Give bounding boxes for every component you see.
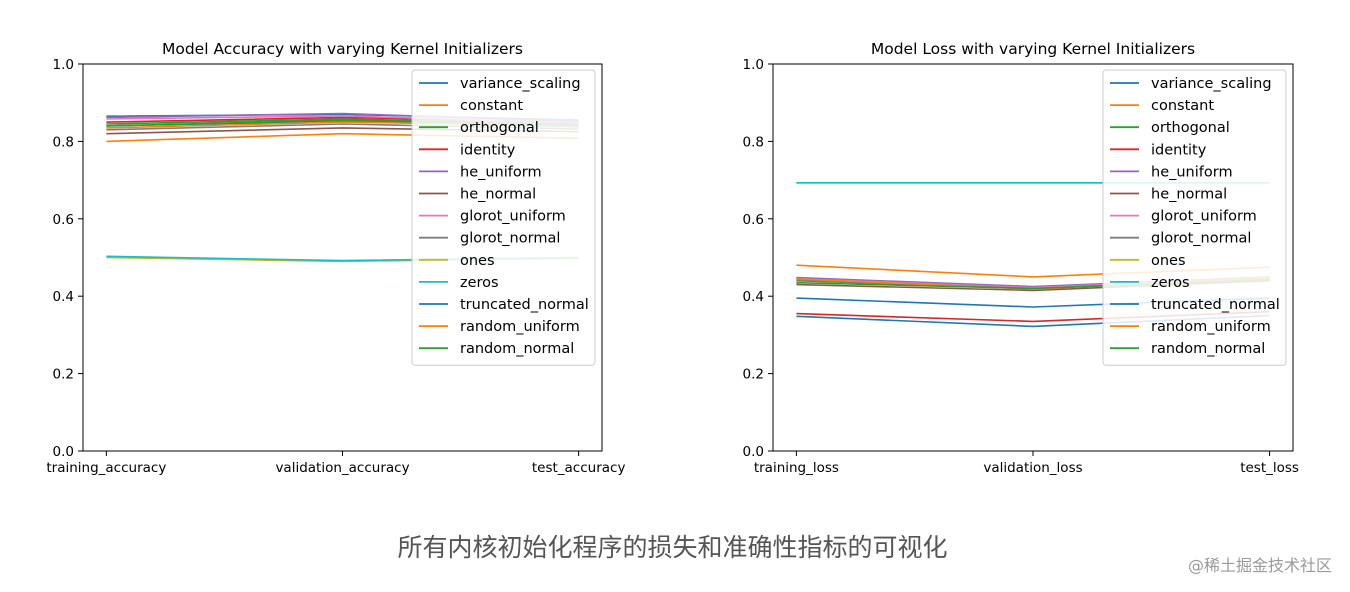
- plot-area-frame: [82, 63, 603, 452]
- legend-label: constant: [1151, 98, 1214, 114]
- y-tick-label: 0.8: [743, 134, 764, 150]
- legend-label: glorot_normal: [1151, 231, 1251, 247]
- legend-label: glorot_uniform: [1151, 209, 1257, 225]
- legend-label: identity: [460, 142, 516, 158]
- legend-label: truncated_normal: [460, 297, 589, 313]
- legend: variance_scaling constant orthogonal identi…: [1102, 69, 1287, 366]
- y-tick-label: 0.6: [743, 212, 764, 228]
- y-tick-label: 0.2: [53, 367, 74, 383]
- legend-label: glorot_uniform: [460, 209, 566, 225]
- y-tick-label: 0.2: [743, 367, 764, 383]
- y-tick-label: 0.0: [743, 444, 764, 460]
- charts-figure: Model Accuracy with varying Kernel Initi…: [46, 40, 1299, 476]
- legend-label: orthogonal: [1151, 120, 1230, 136]
- x-tick-label: test_accuracy: [532, 460, 626, 476]
- legend-label: variance_scaling: [460, 76, 581, 92]
- watermark: @稀土掘金技术社区: [1187, 556, 1332, 575]
- legend-box: [1102, 69, 1287, 366]
- legend-label: he_normal: [1151, 187, 1227, 203]
- legend-label: he_uniform: [460, 164, 542, 180]
- legend-label: variance_scaling: [1151, 76, 1272, 92]
- chart-2: Model Loss with varying Kernel Initializ…: [743, 40, 1299, 476]
- legend-label: he_normal: [460, 187, 536, 203]
- x-tick-label: validation_accuracy: [275, 460, 409, 476]
- y-tick-label: 0.4: [743, 289, 764, 305]
- legend-label: glorot_normal: [460, 231, 560, 247]
- y-tick-label: 0.6: [53, 212, 74, 228]
- legend-label: identity: [1151, 142, 1207, 158]
- y-tick-label: 1.0: [743, 57, 764, 73]
- legend-label: zeros: [1151, 275, 1190, 291]
- x-tick-label: training_accuracy: [46, 460, 166, 476]
- legend-label: orthogonal: [460, 120, 539, 136]
- legend-label: ones: [1151, 253, 1186, 269]
- legend-label: random_uniform: [1151, 319, 1271, 335]
- y-tick-label: 1.0: [53, 57, 74, 73]
- legend: variance_scaling constant orthogonal identi…: [411, 69, 596, 366]
- x-tick-label: validation_loss: [983, 460, 1082, 476]
- chart-1: Model Accuracy with varying Kernel Initi…: [46, 40, 625, 476]
- legend-label: random_normal: [1151, 341, 1265, 357]
- plot-area-frame: [772, 63, 1294, 452]
- figure-caption: 所有内核初始化程序的损失和准确性指标的可视化: [397, 533, 948, 562]
- y-tick-label: 0.4: [53, 289, 74, 305]
- y-tick-label: 0.0: [53, 444, 74, 460]
- x-tick-label: test_loss: [1240, 460, 1299, 476]
- chart-title: Model Loss with varying Kernel Initializ…: [871, 40, 1195, 58]
- legend-label: truncated_normal: [1151, 297, 1280, 313]
- legend-box: [411, 69, 596, 366]
- legend-label: random_uniform: [460, 319, 580, 335]
- legend-label: random_normal: [460, 341, 574, 357]
- legend-label: ones: [460, 253, 495, 269]
- legend-label: constant: [460, 98, 523, 114]
- legend-label: he_uniform: [1151, 164, 1233, 180]
- y-tick-label: 0.8: [53, 134, 74, 150]
- legend-label: zeros: [460, 275, 499, 291]
- x-tick-label: training_loss: [754, 460, 839, 476]
- chart-title: Model Accuracy with varying Kernel Initi…: [162, 40, 523, 58]
